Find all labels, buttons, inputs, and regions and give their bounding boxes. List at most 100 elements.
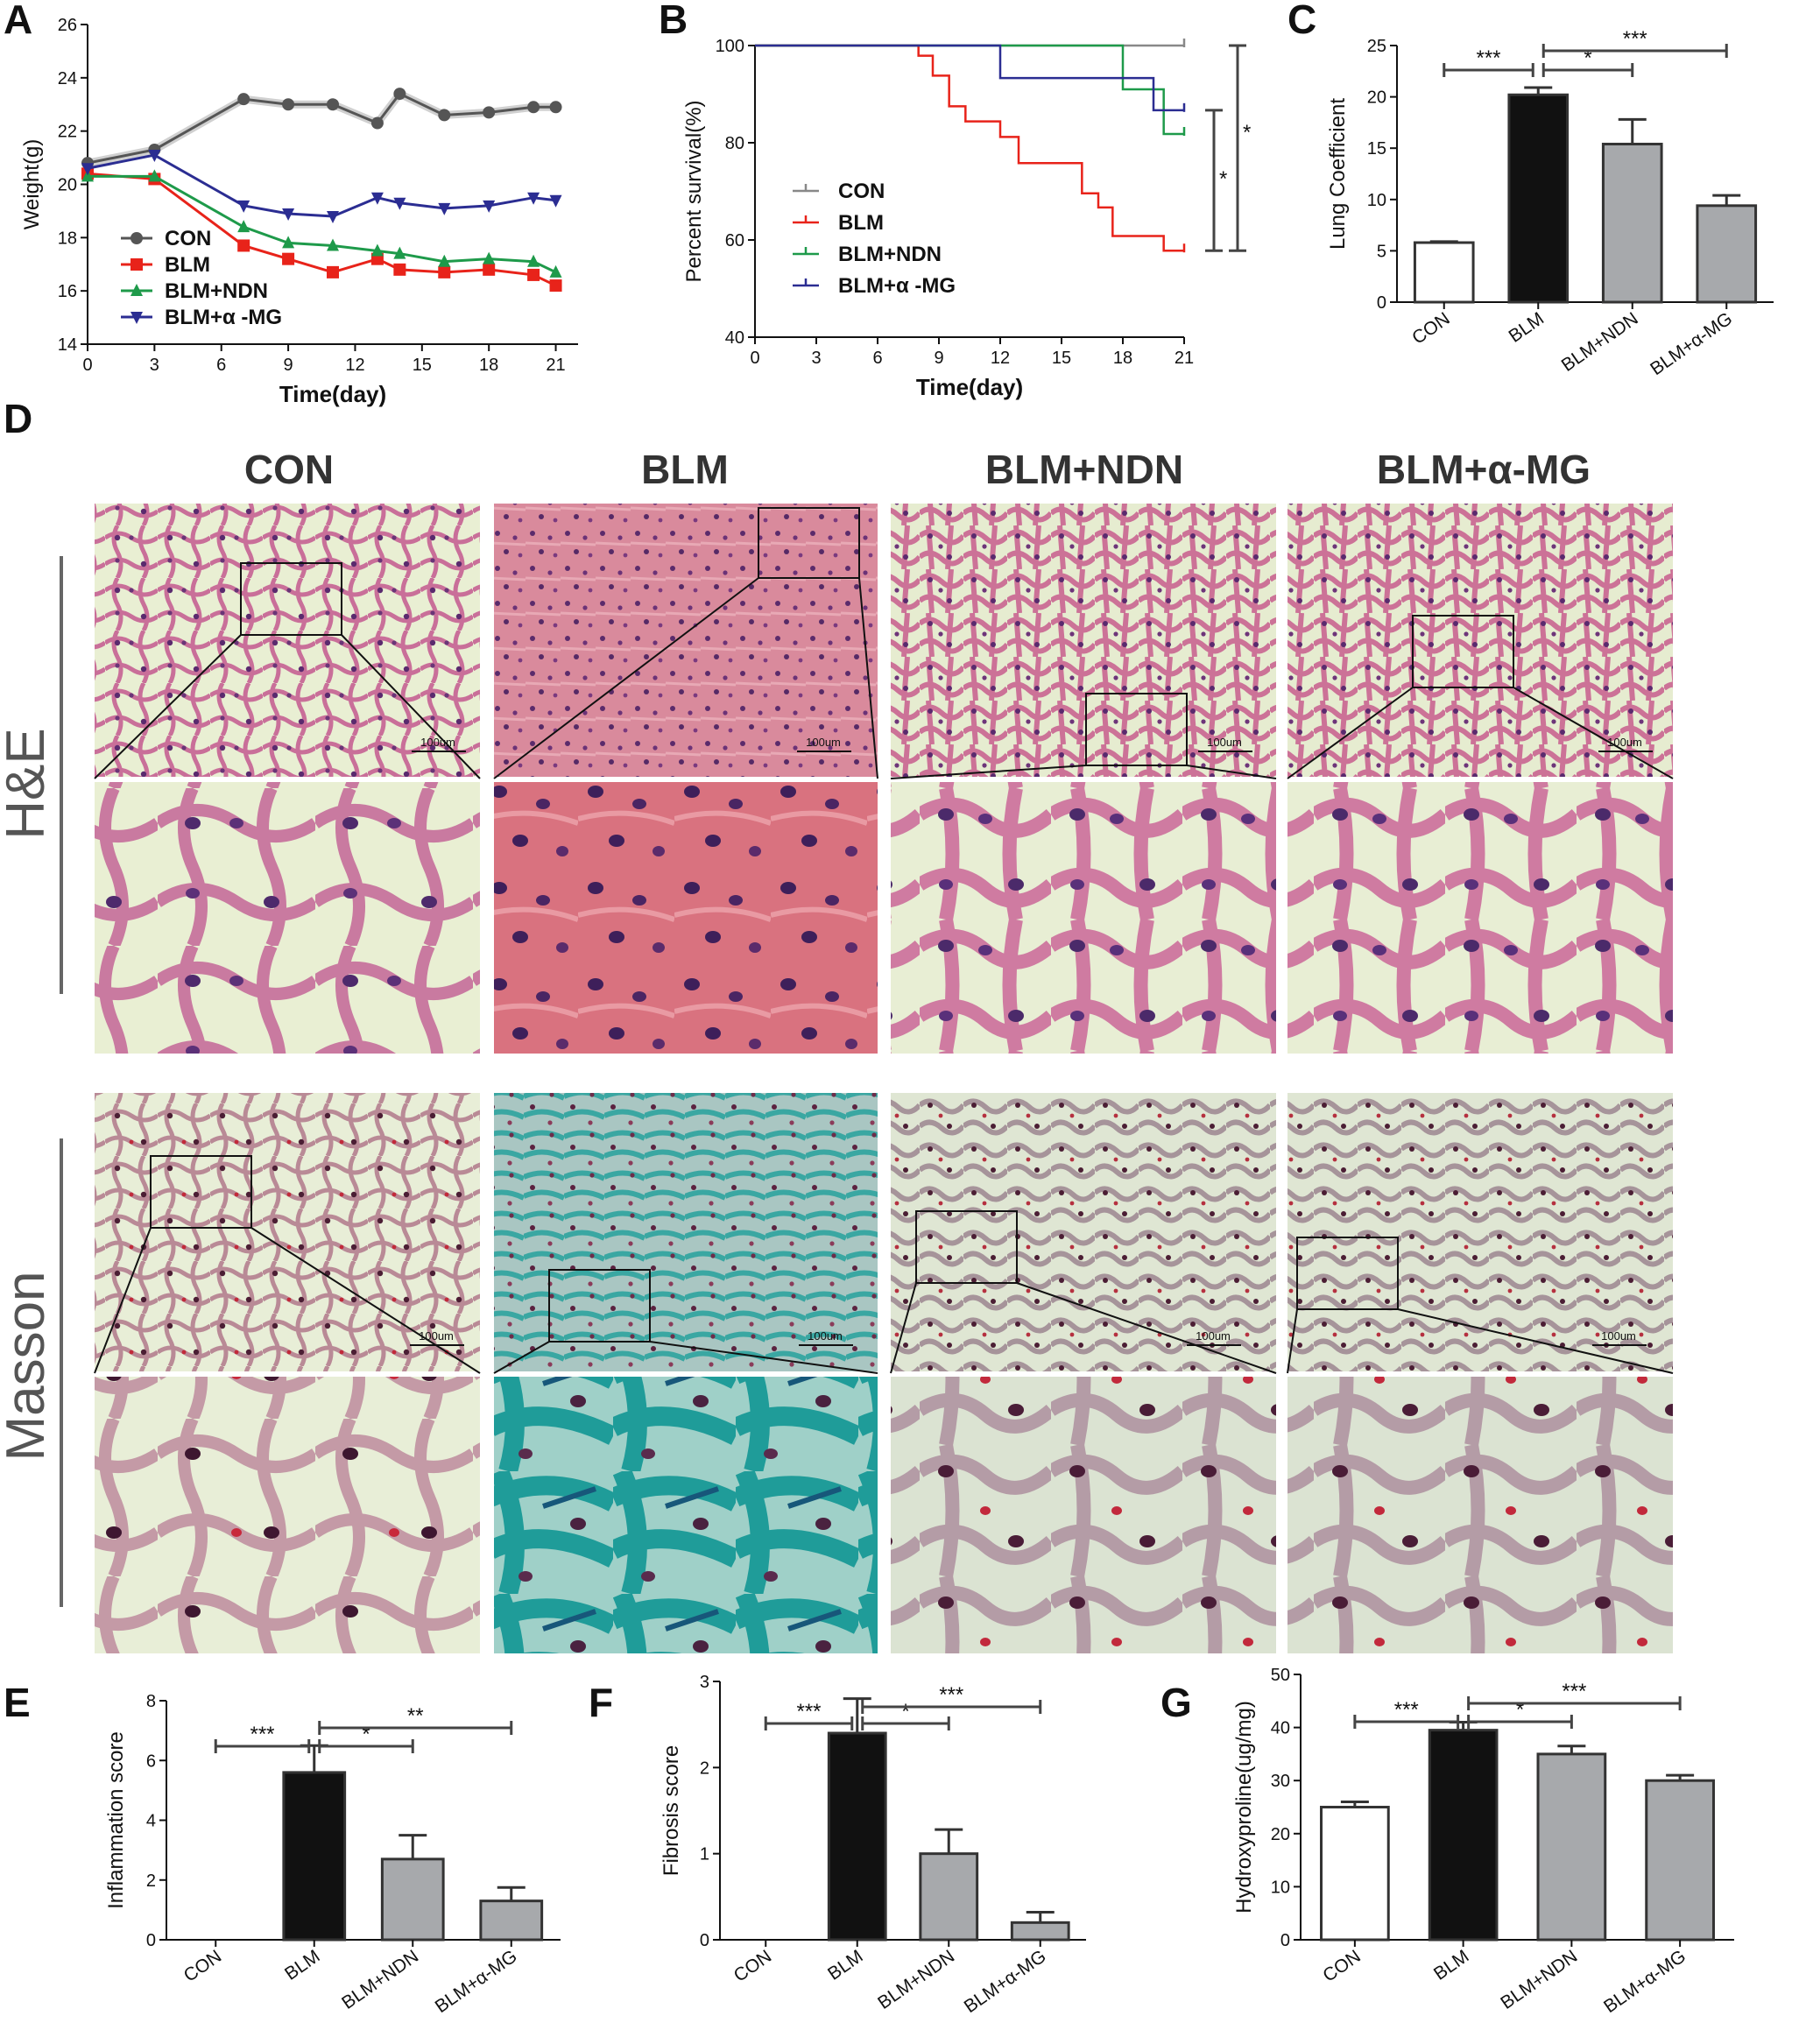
scale-bar-label: 100um bbox=[806, 736, 841, 749]
legend-label: CON bbox=[165, 227, 211, 250]
he-blm-zoom bbox=[494, 782, 878, 1054]
scale-bar-label: 100um bbox=[1196, 1329, 1231, 1343]
he-con-zoom-line-right bbox=[341, 634, 481, 779]
x-tick-label: BLM bbox=[824, 1946, 867, 1984]
x-tick-label: BLM+NDN bbox=[874, 1946, 958, 2013]
significance-bracket bbox=[861, 1716, 950, 1730]
bar bbox=[1645, 1779, 1715, 1942]
y-tick-label: 30 bbox=[1271, 1772, 1290, 1791]
data-point bbox=[393, 88, 406, 101]
significance-label: * bbox=[1584, 46, 1591, 70]
scale-bar-label: 100um bbox=[420, 736, 455, 749]
significance-label: *** bbox=[1394, 1698, 1419, 1722]
masson-blm-zoom-line-left bbox=[493, 1341, 550, 1374]
data-point bbox=[549, 279, 562, 293]
histology-col-con: CON bbox=[244, 447, 334, 492]
x-tick-label: 6 bbox=[216, 356, 226, 375]
data-point bbox=[438, 109, 451, 122]
y-axis-label: Percent survival(%) bbox=[682, 100, 706, 282]
data-point bbox=[549, 194, 562, 208]
data-point bbox=[549, 101, 562, 114]
y-tick-label: 80 bbox=[725, 134, 744, 153]
scale-bar-label: 100um bbox=[1207, 736, 1242, 749]
y-tick-label: 10 bbox=[1271, 1878, 1290, 1897]
masson-ndn-roi-box bbox=[915, 1210, 1018, 1284]
scale-bar-label: 100um bbox=[1601, 1329, 1636, 1343]
data-point bbox=[327, 98, 339, 111]
legend-marker bbox=[131, 284, 143, 296]
significance-bracket bbox=[214, 1739, 311, 1753]
data-point bbox=[237, 200, 250, 213]
bar bbox=[827, 1731, 887, 1942]
significance-bracket bbox=[861, 1700, 1042, 1714]
data-point bbox=[282, 208, 295, 221]
significance-label: * bbox=[901, 1700, 909, 1723]
data-point bbox=[483, 251, 496, 264]
legend-label: BLM+α -MG bbox=[165, 306, 282, 329]
x-axis-label: Time(day) bbox=[279, 381, 386, 407]
x-tick-label: BLM+α-MG bbox=[432, 1946, 521, 2017]
y-tick-label: 20 bbox=[1367, 88, 1386, 108]
data-point bbox=[370, 243, 384, 257]
y-axis-label: Inflammation score bbox=[104, 1731, 128, 1909]
y-tick-label: 15 bbox=[1367, 139, 1386, 159]
x-tick-label: 0 bbox=[750, 349, 759, 368]
panel-label-b: B bbox=[659, 0, 688, 42]
legend-label: CON bbox=[838, 180, 885, 203]
masson-con-zoom bbox=[95, 1377, 480, 1653]
x-tick-label: 3 bbox=[150, 356, 159, 375]
legend-marker bbox=[131, 312, 143, 324]
data-point bbox=[81, 169, 94, 182]
significance-label: ** bbox=[407, 1704, 424, 1728]
significance-bracket bbox=[318, 1721, 513, 1735]
y-tick-label: 6 bbox=[146, 1751, 156, 1771]
x-tick-label: BLM+NDN bbox=[1558, 308, 1642, 376]
data-point bbox=[393, 246, 406, 259]
masson-amg-roi-box bbox=[1296, 1237, 1399, 1310]
he-amg-zoom-line-left bbox=[1287, 687, 1414, 779]
masson-amg-zoom bbox=[1287, 1377, 1673, 1653]
data-point bbox=[327, 265, 339, 278]
legend-label: BLM bbox=[838, 211, 884, 235]
he-blm-zoom-line-right bbox=[858, 577, 878, 779]
x-tick-label: BLM bbox=[281, 1946, 324, 1984]
bar bbox=[1320, 1806, 1390, 1942]
y-tick-label: 40 bbox=[1271, 1719, 1290, 1738]
x-tick-label: 18 bbox=[479, 356, 498, 375]
y-tick-label: 10 bbox=[1367, 191, 1386, 210]
x-tick-label: 12 bbox=[991, 349, 1010, 368]
bar bbox=[1536, 1752, 1607, 1942]
significance-bracket bbox=[1443, 63, 1534, 77]
data-point bbox=[327, 238, 339, 251]
data-point bbox=[438, 254, 451, 267]
chart-c-lung-coefficient: 0 5 10 15 20 25 Lung Coefficient CON BLM BLM+NDN B… bbox=[1326, 27, 1774, 379]
y-axis-label: Weight(g) bbox=[20, 139, 44, 230]
data-point bbox=[483, 200, 496, 213]
significance-label: *** bbox=[939, 1683, 963, 1707]
x-tick-label: BLM+α-MG bbox=[961, 1946, 1050, 2017]
y-tick-label: 0 bbox=[700, 1931, 709, 1950]
y-tick-label: 22 bbox=[58, 123, 77, 142]
bar bbox=[919, 1852, 979, 1942]
significance-bracket bbox=[1541, 63, 1634, 77]
y-tick-label: 14 bbox=[58, 335, 77, 355]
x-tick-label: CON bbox=[730, 1946, 775, 1986]
significance-label: *** bbox=[1562, 1680, 1586, 1703]
legend-marker bbox=[131, 258, 143, 271]
data-point bbox=[393, 197, 406, 210]
he-con-zoom bbox=[95, 782, 480, 1054]
masson-con-zoom-line-left bbox=[94, 1227, 152, 1374]
significance-label: * bbox=[1243, 121, 1251, 144]
series-line bbox=[87, 153, 556, 218]
he-con-roi-box bbox=[240, 562, 342, 636]
masson-con-zoom-line-right bbox=[250, 1227, 481, 1374]
data-point bbox=[549, 264, 562, 278]
survival-step-line bbox=[755, 44, 1184, 136]
x-tick-label: CON bbox=[1319, 1946, 1364, 1986]
panel-label-f: F bbox=[589, 1680, 613, 1725]
significance-label: * bbox=[1516, 1698, 1524, 1722]
significance-bracket bbox=[764, 1716, 854, 1730]
x-tick-label: BLM+NDN bbox=[338, 1946, 422, 2013]
significance-bracket bbox=[1467, 1696, 1682, 1710]
